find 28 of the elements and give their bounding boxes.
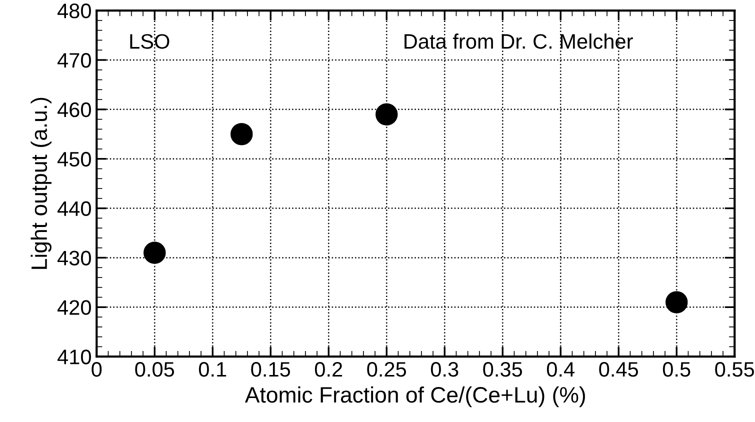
point [666, 291, 688, 314]
point [376, 103, 398, 126]
annotation: LSO [130, 34, 170, 49]
x-tick-label: 0.15 [251, 362, 290, 377]
y-tick-label: 430 [58, 250, 91, 266]
x-tick-label: 0.5 [662, 362, 690, 377]
y-tick-label: 470 [58, 52, 91, 68]
y-tick-label: 480 [58, 4, 91, 18]
x-tick-label: 0.35 [483, 362, 522, 377]
y-axis-title: Light output (a.u.) [30, 98, 52, 269]
x-tick-label: 0.05 [135, 362, 174, 377]
x-tick-label: 0.55 [715, 362, 754, 377]
x-tick-label: 0.1 [198, 362, 226, 377]
x-tick-label: 0.45 [599, 362, 638, 377]
x-tick-label: 0.2 [314, 362, 342, 377]
y-tick-label: 440 [58, 201, 91, 216]
y-tick-label: 460 [58, 102, 91, 118]
y-tick-label: 410 [58, 350, 91, 364]
x-tick-label: 0.25 [367, 362, 406, 377]
annotation: Data from Dr. C. Melcher [404, 34, 633, 49]
x-tick-label: 0.3 [430, 362, 458, 377]
y-tick-label: 450 [58, 152, 91, 167]
y-tick-label: 420 [58, 300, 91, 315]
point [230, 123, 253, 146]
point [144, 242, 166, 264]
x-tick-label: 0.4 [546, 362, 574, 377]
x-tick-label: 0 [92, 362, 102, 377]
x-axis-title: Atomic Fraction of Ce/(Ce+Lu) (%) [244, 386, 585, 408]
